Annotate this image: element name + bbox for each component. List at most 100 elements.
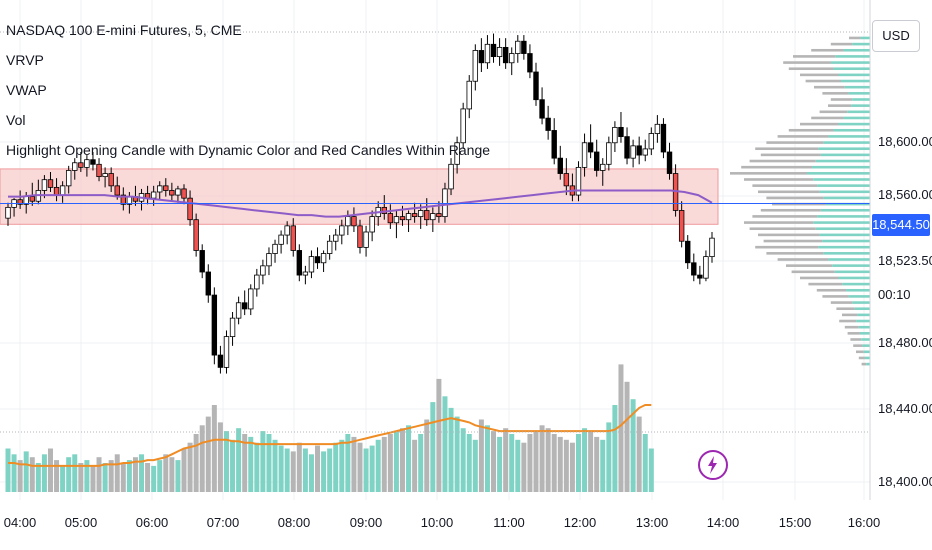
profile-bar-buy <box>843 48 870 52</box>
indicator-vwap[interactable]: VWAP <box>6 82 47 98</box>
candle-body <box>478 50 485 64</box>
profile-bar-sell <box>822 295 849 298</box>
price-tick: 18,480.00 <box>878 335 932 350</box>
candle-body <box>47 179 54 188</box>
volume-bar <box>630 399 636 492</box>
lightning-icon[interactable] <box>698 450 728 480</box>
profile-bar-buy <box>841 79 870 83</box>
volume-bar <box>35 463 41 492</box>
candle-body <box>229 317 236 338</box>
candle-body <box>326 240 333 254</box>
profile-bar-sell <box>766 196 824 200</box>
candle-body <box>642 148 648 156</box>
volume-bar <box>484 425 490 492</box>
profile-bar-sell <box>752 184 818 187</box>
volume-bar <box>557 436 563 492</box>
profile-bar-sell <box>791 270 835 274</box>
volume-bar <box>90 465 96 492</box>
candle-body <box>102 173 108 178</box>
volume-bar <box>406 425 412 492</box>
profile-bar-sell <box>766 141 824 144</box>
volume-bar <box>315 445 321 492</box>
indicator-vrvp[interactable]: VRVP <box>6 52 44 68</box>
volume-bar <box>454 416 460 492</box>
volume-bar <box>272 439 278 492</box>
volume-bar <box>618 364 624 492</box>
profile-bar-sell <box>808 282 843 286</box>
candle-body <box>466 80 472 110</box>
volume-bar <box>78 463 84 492</box>
profile-bar-sell <box>836 307 855 311</box>
profile-bar-buy <box>820 153 870 157</box>
profile-bar-sell <box>858 356 865 360</box>
volume-bar <box>430 402 436 492</box>
profile-bar-buy <box>819 233 870 237</box>
volume-bar <box>60 465 66 492</box>
candle-body <box>193 219 199 251</box>
profile-bar-buy <box>844 85 870 89</box>
profile-bar-buy <box>833 128 870 132</box>
volume-bar <box>582 428 588 492</box>
candle-body <box>593 151 600 171</box>
candle-body <box>539 99 545 119</box>
candle-body <box>417 210 424 218</box>
profile-bar-sell <box>850 338 862 341</box>
volume-bar <box>345 434 351 492</box>
volume-bar <box>163 454 169 492</box>
volume-bar <box>96 457 102 492</box>
candle-body <box>654 123 661 134</box>
candle-body <box>563 173 570 187</box>
indicator-vol[interactable]: Vol <box>6 112 26 128</box>
profile-bar-sell <box>749 227 816 231</box>
profile-bar-buy <box>834 270 870 274</box>
price-tick: 18,523.50 <box>878 253 932 268</box>
candle-body <box>703 256 709 279</box>
profile-bar-buy <box>857 313 870 317</box>
candle-body <box>600 163 606 171</box>
profile-bar-sell <box>853 344 863 347</box>
candle-body <box>65 170 72 187</box>
candle-body <box>424 210 430 221</box>
volume-bar <box>199 425 205 492</box>
profile-bar-buy <box>860 36 870 40</box>
profile-bar-buy <box>851 104 870 107</box>
candle-body <box>254 274 260 290</box>
profile-bar-sell <box>816 288 847 292</box>
candle-body <box>436 213 442 218</box>
candle-body <box>175 188 181 196</box>
indicator-opening-candle[interactable]: Highlight Opening Candle with Dynamic Co… <box>6 142 491 158</box>
profile-bar-buy <box>848 92 870 95</box>
profile-bar-buy <box>852 42 870 46</box>
candle-body <box>472 50 479 82</box>
current-price-label: 18,544.50 <box>872 214 930 236</box>
symbol-title[interactable]: NASDAQ 100 E-mini Futures, 5, CME <box>6 22 242 38</box>
volume-bar <box>17 460 23 492</box>
volume-bar <box>181 448 187 492</box>
volume-bar <box>114 454 120 492</box>
candle-body <box>29 196 35 202</box>
profile-bar-buy <box>838 276 870 280</box>
volume-bar <box>588 431 594 492</box>
profile-bar-sell <box>730 172 807 175</box>
profile-bar-sell <box>755 245 819 249</box>
volume-bar <box>242 434 248 492</box>
candle-body <box>345 216 351 227</box>
currency-selector[interactable]: USD <box>872 20 920 52</box>
profile-bar-buy <box>819 190 870 194</box>
volume-bar <box>29 457 35 492</box>
volume-bar <box>236 428 242 492</box>
candle-body <box>181 188 187 199</box>
profile-bar-buy <box>813 221 870 224</box>
volume-bar <box>175 460 181 492</box>
profile-bar-sell <box>830 301 853 304</box>
candle-body <box>678 210 685 242</box>
candle-body <box>150 191 157 199</box>
profile-bar-sell <box>800 122 839 126</box>
volume-bar <box>41 454 47 492</box>
candle-body <box>545 117 551 131</box>
time-tick: 06:00 <box>135 515 169 530</box>
volume-bar <box>357 442 363 492</box>
profile-bar-sell <box>842 313 858 317</box>
candle-body <box>502 46 509 64</box>
